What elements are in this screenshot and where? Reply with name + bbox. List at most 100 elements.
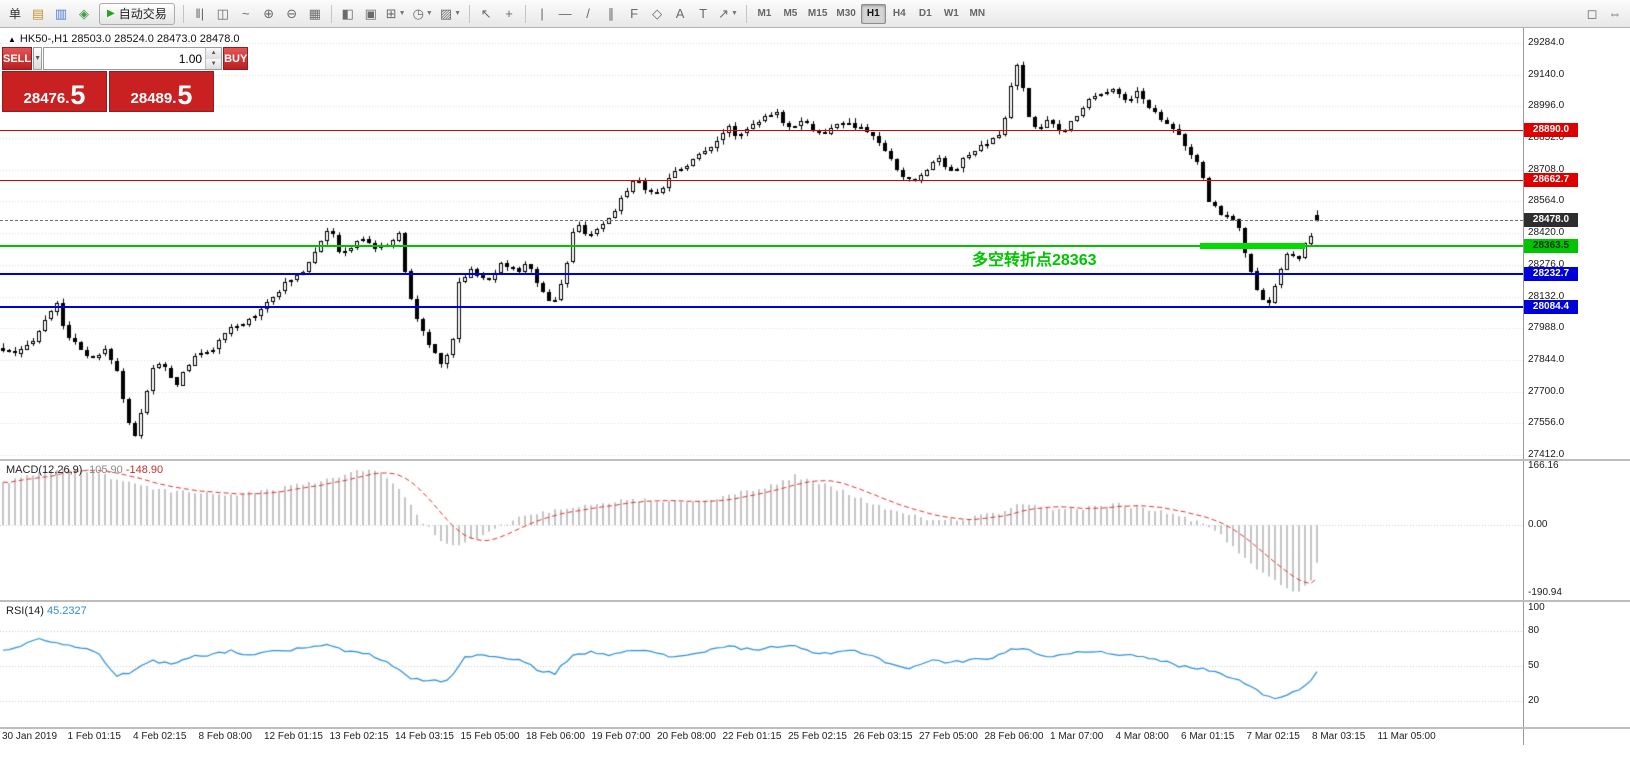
rsi-panel-canvas[interactable] [0,602,1523,727]
time-axis-label: 18 Feb 06:00 [526,731,585,742]
macd-indicator-label: MACD(12,26,9) -105.90 -148.90 [6,464,163,476]
price-axis-label: 28564.0 [1528,195,1565,207]
time-axis-label: 30 Jan 2019 [2,731,58,742]
price-axis-border [1523,28,1524,745]
time-axis-label: 27 Feb 05:00 [919,731,978,742]
sell-button[interactable]: SELL [2,47,33,70]
channel-icon[interactable]: ∥ [600,3,622,25]
price-axis-label: 27412.0 [1528,449,1565,460]
price-axis-label: 28708.0 [1528,163,1565,175]
sell-price-main: 28476. [23,89,70,107]
zoom-out-icon[interactable]: ⊖ [281,3,303,25]
price-level-line[interactable] [0,180,1523,181]
timeframe-m15[interactable]: M15 [804,4,831,24]
new-order-button[interactable]: 单 [4,3,26,25]
support-zone-highlight[interactable] [1200,243,1305,249]
price-axis-label: 27844.0 [1528,353,1565,365]
time-axis-label: 7 Mar 02:15 [1246,731,1300,742]
rsi-panel-separator[interactable] [0,600,1630,602]
price-level-line[interactable] [0,245,1523,247]
toolbar-separator [525,4,527,23]
buy-price-main: 28489. [130,89,177,107]
chart-title: ▲ HK50-,H1 28503.0 28524.0 28473.0 28478.… [8,33,240,45]
trade-panel-dropdown[interactable]: ▼ [33,47,43,70]
grid-icon[interactable]: ▦ [304,3,326,25]
zoom-in-icon[interactable]: ⊕ [258,3,280,25]
chart-collapse-icon[interactable]: ▲ [8,35,16,44]
sell-price-big: 5 [70,80,86,111]
chart-template-icon[interactable]: ▨ ▼ [437,3,464,25]
price-level-tag: 28363.5 [1524,239,1578,253]
macd-panel-separator[interactable] [0,459,1630,461]
buy-price-display[interactable]: 28489. 5 [109,71,214,112]
price-axis-label: 28420.0 [1528,227,1565,239]
timeframe-m1[interactable]: M1 [752,4,777,24]
price-level-line[interactable] [0,306,1523,308]
price-level-line[interactable] [0,273,1523,275]
window-layout-icon[interactable]: ⇔ [1604,3,1626,25]
text-label-icon[interactable]: T [692,3,714,25]
candlestick-mode-icon[interactable]: ◫ [212,3,234,25]
time-axis-label: 8 Mar 03:15 [1312,731,1366,742]
autotrading-button[interactable]: ▶ 自动交易 [99,2,175,25]
new-chart-icon[interactable]: ⊞ ▼ [383,3,409,25]
macd-value-main: -105.90 [85,464,123,476]
timeframe-m30[interactable]: M30 [832,4,859,24]
price-level-line[interactable] [0,220,1523,221]
toolbar-separator [182,4,184,23]
time-axis-label: 1 Feb 01:15 [67,731,121,742]
profiles-icon[interactable]: ◷ ▼ [410,3,436,25]
macd-axis-label: -190.94 [1528,587,1562,598]
macd-name: MACD(12,26,9) [6,464,83,476]
toolbar-separator [330,4,332,23]
timeframe-m5[interactable]: M5 [778,4,803,24]
time-axis-label: 11 Mar 05:00 [1377,731,1436,742]
time-axis-separator [0,727,1630,729]
macd-panel-canvas[interactable] [0,461,1523,600]
timeframe-w1[interactable]: W1 [939,4,964,24]
window-restore-icon[interactable]: ◻ [1581,3,1603,25]
cascade-windows-icon[interactable]: ▣ [360,3,382,25]
market-watch-icon[interactable]: ▤ [27,3,49,25]
rsi-axis-label: 50 [1528,660,1540,672]
toolbar-separator [469,4,471,23]
main-toolbar: 单 ▤ ▥ ◈ ▶ 自动交易 ‖| ◫ ~ ⊕ ⊖ ▦ ◧ ▣ ⊞ ▼ ◷ ▼ ▨ ▼ ↖ + | — / ∥ F ◇ A T ↗ ▼ M1 M5… [0,0,1630,28]
volume-stepper: ▲ ▼ [205,48,222,69]
arrows-icon[interactable]: ↗ ▼ [715,3,741,25]
price-level-tag: 28232.7 [1524,267,1578,281]
line-chart-mode-icon[interactable]: ~ [235,3,257,25]
bar-chart-mode-icon[interactable]: ‖| [189,3,211,25]
trendline-icon[interactable]: / [577,3,599,25]
price-level-line[interactable] [0,130,1523,131]
volume-increase-button[interactable]: ▲ [206,48,222,59]
tile-windows-icon[interactable]: ◧ [337,3,359,25]
volume-input[interactable] [44,48,206,69]
timeframe-h4[interactable]: H4 [887,4,912,24]
time-axis-label: 22 Feb 01:15 [722,731,782,742]
price-axis-label: 28276.0 [1528,258,1565,270]
navigator-icon[interactable]: ◈ [73,3,95,25]
time-axis-label: 26 Feb 03:15 [853,731,913,742]
timeframe-d1[interactable]: D1 [913,4,938,24]
crosshair-icon[interactable]: + [498,3,520,25]
data-window-icon[interactable]: ▥ [50,3,72,25]
time-axis-label: 15 Feb 05:00 [460,731,520,742]
price-axis-label: 29140.0 [1528,68,1565,80]
shapes-icon[interactable]: ◇ [646,3,668,25]
buy-button[interactable]: BUY [223,47,249,70]
price-level-tag: 28890.0 [1524,123,1578,137]
fibonacci-icon[interactable]: F [623,3,645,25]
text-icon[interactable]: A [669,3,691,25]
timeframe-h1[interactable]: H1 [860,3,886,24]
timeframe-mn[interactable]: MN [965,4,990,24]
time-axis-label: 14 Feb 03:15 [395,731,454,742]
time-axis-label: 8 Feb 08:00 [198,731,252,742]
cursor-icon[interactable]: ↖ [475,3,497,25]
toolbar-separator [745,4,747,23]
rsi-indicator-label: RSI(14) 45.2327 [6,605,87,617]
macd-axis-label: 0.00 [1528,519,1548,531]
horizontal-line-icon[interactable]: — [554,3,576,25]
sell-price-display[interactable]: 28476. 5 [2,71,107,112]
vertical-line-icon[interactable]: | [531,3,553,25]
volume-decrease-button[interactable]: ▼ [206,58,222,69]
